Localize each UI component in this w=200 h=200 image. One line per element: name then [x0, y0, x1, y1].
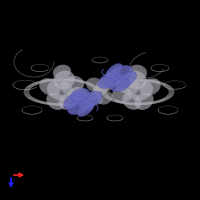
Ellipse shape: [96, 78, 114, 92]
Ellipse shape: [70, 88, 90, 102]
Ellipse shape: [78, 102, 94, 116]
Ellipse shape: [129, 65, 147, 79]
Ellipse shape: [53, 65, 71, 79]
Ellipse shape: [93, 85, 107, 95]
Ellipse shape: [87, 92, 103, 104]
Ellipse shape: [122, 92, 142, 110]
Ellipse shape: [116, 72, 136, 88]
Ellipse shape: [106, 64, 122, 78]
Ellipse shape: [86, 78, 104, 92]
Ellipse shape: [47, 80, 73, 100]
Ellipse shape: [78, 92, 102, 108]
Ellipse shape: [139, 78, 161, 96]
Ellipse shape: [127, 80, 153, 100]
Ellipse shape: [39, 78, 61, 96]
Ellipse shape: [104, 65, 132, 87]
Ellipse shape: [110, 78, 130, 92]
Ellipse shape: [97, 92, 113, 104]
Ellipse shape: [58, 92, 78, 110]
Ellipse shape: [60, 76, 84, 94]
Ellipse shape: [116, 76, 140, 94]
Ellipse shape: [68, 93, 96, 115]
Ellipse shape: [68, 87, 88, 103]
Ellipse shape: [135, 92, 153, 110]
Ellipse shape: [112, 87, 132, 103]
Ellipse shape: [53, 71, 75, 89]
Ellipse shape: [47, 92, 65, 110]
Ellipse shape: [125, 71, 147, 89]
Ellipse shape: [98, 72, 122, 88]
Ellipse shape: [64, 92, 84, 108]
